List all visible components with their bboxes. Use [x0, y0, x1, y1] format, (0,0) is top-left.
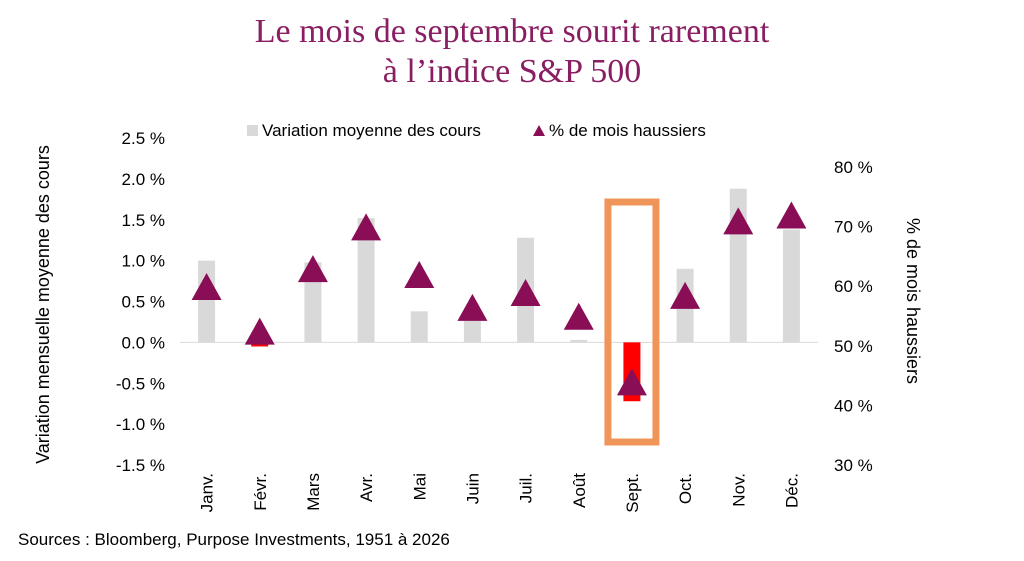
- x-tick-label: Juil.: [517, 473, 536, 503]
- y-right-tick-label: 70 %: [834, 218, 873, 237]
- y-axis-title: Variation mensuelle moyenne des cours: [33, 145, 53, 464]
- marker-Juin: [457, 293, 488, 321]
- bar-Août: [570, 339, 588, 343]
- bar-Mai: [410, 311, 428, 343]
- marker-Déc.: [776, 201, 807, 229]
- x-tick-label: Avr.: [357, 473, 376, 502]
- y-tick-label: 2.5 %: [122, 129, 165, 148]
- y-right-tick-label: 40 %: [834, 396, 873, 415]
- x-tick-label: Janv.: [198, 473, 217, 512]
- bar-Avr.: [357, 218, 375, 343]
- y-axis-right-title: % de mois haussiers: [903, 218, 923, 384]
- y-tick-label: 0.5 %: [122, 293, 165, 312]
- x-tick-label: Déc.: [782, 473, 801, 508]
- legend-label-bars: Variation moyenne des cours: [262, 121, 481, 140]
- marker-Nov.: [723, 207, 754, 235]
- y-tick-label: -0.5 %: [116, 374, 165, 393]
- x-tick-label: Mars: [304, 473, 323, 511]
- y-right-tick-label: 80 %: [834, 158, 873, 177]
- y-tick-label: -1.0 %: [116, 415, 165, 434]
- marker-Mai: [404, 261, 435, 289]
- bar-Mars: [304, 262, 322, 343]
- y-tick-label: 2.0 %: [122, 170, 165, 189]
- y-tick-label: 0.0 %: [122, 333, 165, 352]
- marker-Juil.: [510, 278, 541, 306]
- y-tick-label: -1.5 %: [116, 456, 165, 475]
- y-tick-label: 1.0 %: [122, 252, 165, 271]
- marker-Août: [563, 302, 594, 330]
- marker-Mars: [297, 255, 328, 283]
- bar-Déc.: [782, 229, 800, 343]
- x-tick-label: Nov.: [729, 473, 748, 507]
- marker-Févr.: [244, 317, 275, 345]
- legend-swatch-markers: [533, 125, 545, 136]
- highlight-box: [604, 198, 660, 446]
- bar-Juin: [463, 317, 481, 343]
- marker-Avr.: [351, 213, 382, 241]
- chart-title-line-1: Le mois de septembre sourit rarement: [254, 13, 770, 50]
- x-tick-label: Févr.: [251, 473, 270, 511]
- marker-Janv.: [191, 272, 222, 300]
- y-right-tick-label: 50 %: [834, 337, 873, 356]
- x-tick-label: Sept.: [623, 473, 642, 513]
- marker-Oct.: [670, 281, 701, 309]
- y-right-tick-label: 30 %: [834, 456, 873, 475]
- bar-Janv.: [198, 260, 216, 343]
- x-tick-label: Oct.: [676, 473, 695, 504]
- x-tick-label: Août: [570, 473, 589, 508]
- y-right-tick-label: 60 %: [834, 277, 873, 296]
- y-tick-label: 1.5 %: [122, 211, 165, 230]
- chart-title: Le mois de septembre sourit rarement à l…: [0, 12, 1024, 92]
- chart-title-line-2: à l’indice S&P 500: [382, 53, 642, 90]
- legend-swatch-bars: [247, 125, 258, 136]
- marker-Sept.: [616, 368, 647, 396]
- x-tick-label: Mai: [410, 473, 429, 500]
- source-note: Sources : Bloomberg, Purpose Investments…: [18, 530, 450, 549]
- x-tick-label: Juin: [463, 473, 482, 504]
- legend-label-markers: % de mois haussiers: [549, 121, 706, 140]
